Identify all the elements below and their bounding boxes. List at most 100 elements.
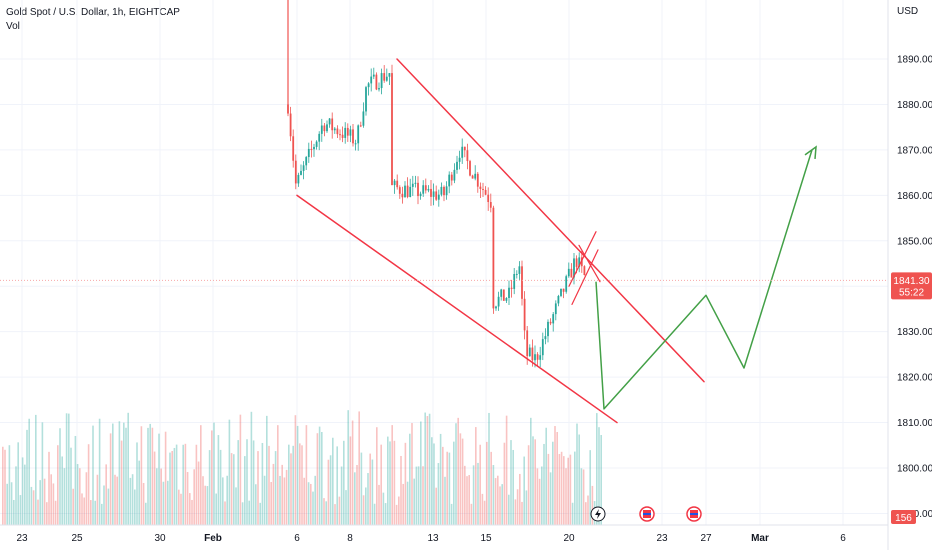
symbol-title[interactable]: Gold Spot / U.S. Dollar, 1h, EIGHTCAP (6, 7, 180, 18)
volume-bar (457, 417, 459, 525)
candle-body (414, 182, 417, 184)
volume-bar (413, 478, 415, 525)
volume-bar (486, 441, 488, 525)
candle-body (461, 146, 464, 158)
volume-bar (292, 445, 294, 525)
volume-bar (516, 489, 519, 525)
candle-body (404, 185, 406, 198)
candle-body (349, 129, 352, 136)
volume-bar (127, 412, 129, 525)
volume-bar (279, 475, 281, 525)
candle-body (398, 187, 401, 194)
candle-body (401, 193, 404, 198)
candle-body (570, 268, 573, 278)
volume-bar (81, 493, 83, 525)
volume-bar (563, 456, 565, 525)
candle-body (440, 186, 443, 195)
candle-body (456, 161, 458, 170)
candle-body (523, 298, 526, 331)
volume-label[interactable]: Vol (6, 21, 20, 32)
volume-bar (76, 464, 79, 525)
volume-bar (497, 475, 499, 525)
volume-bar (338, 496, 341, 525)
volume-bar (461, 438, 464, 525)
volume-bar (30, 486, 33, 525)
candle-body (578, 257, 581, 267)
volume-bar (239, 414, 242, 525)
volume-bar (151, 427, 154, 525)
volume-bar (129, 477, 132, 525)
volume-bar (189, 493, 191, 525)
volume-bar (538, 478, 541, 525)
flag-event-icon (639, 506, 655, 522)
candle-body (510, 287, 513, 289)
volume-bar (435, 487, 437, 525)
volume-bar (173, 447, 176, 525)
volume-bar (37, 499, 39, 525)
volume-bar (48, 451, 50, 525)
candle-body (549, 321, 552, 324)
volume-bar (19, 495, 22, 525)
volume-bar (35, 414, 37, 525)
volume-bar (230, 453, 233, 525)
volume-bar (424, 412, 426, 525)
volume-value: 156 (895, 513, 912, 524)
volume-bar (382, 492, 385, 525)
candle-body (469, 161, 471, 176)
price-tick-label: 1880.00 (897, 100, 932, 111)
volume-bar (356, 464, 358, 525)
candle-body (541, 339, 544, 356)
time-tick-label: 8 (347, 533, 353, 544)
price-tick-label: 1830.00 (897, 327, 932, 338)
volume-bar (208, 450, 211, 525)
candle-body (385, 76, 388, 81)
volume-bar (114, 474, 116, 525)
volume-bar (15, 466, 17, 525)
wedge-upper-line (568, 231, 597, 287)
volume-bar (193, 469, 195, 525)
volume-bar (318, 426, 321, 525)
volume-bar (477, 462, 479, 525)
candle-body (417, 182, 419, 197)
flag-icon-stripe (643, 510, 651, 513)
volume-bar (112, 423, 114, 525)
volume-bar (61, 456, 63, 525)
volume-bar (10, 482, 13, 525)
event-icons[interactable] (590, 506, 702, 522)
volume-bar (459, 433, 462, 525)
volume-bar (222, 477, 224, 525)
volume-bar (87, 444, 90, 525)
time-axis[interactable]: 23 25 30 Feb 6 8 13 15 20 23 27 Mar 6 (0, 524, 888, 544)
candle-body (484, 189, 487, 195)
candle-body (432, 191, 435, 197)
volume-bar (116, 476, 118, 525)
candle-body (300, 170, 302, 175)
volume-bar (387, 436, 389, 525)
volume-bar (41, 422, 44, 525)
price-tick-label: 1800.00 (897, 464, 932, 475)
volume-bar (195, 444, 198, 525)
drawings[interactable] (296, 58, 817, 424)
volume-bar (310, 483, 312, 525)
candle-body (453, 169, 456, 181)
volume-bar (21, 457, 24, 525)
price-tick-label: 1850.00 (897, 236, 932, 247)
candle-body (539, 355, 542, 360)
volume-bar (28, 418, 30, 525)
volume-bar (131, 474, 134, 525)
volume-bar (431, 437, 433, 525)
candle-body (370, 76, 373, 84)
projection-path (595, 149, 813, 410)
volume-bar (455, 423, 457, 525)
candle-body (427, 188, 430, 191)
volume-bar (316, 433, 319, 525)
volume-bar (167, 480, 169, 525)
volume-bar (393, 440, 396, 525)
volume-bar (578, 434, 580, 525)
volume-bar (358, 411, 360, 525)
time-tick-label: Mar (751, 533, 769, 544)
candle-body (502, 289, 505, 301)
volume-bar (558, 454, 561, 525)
